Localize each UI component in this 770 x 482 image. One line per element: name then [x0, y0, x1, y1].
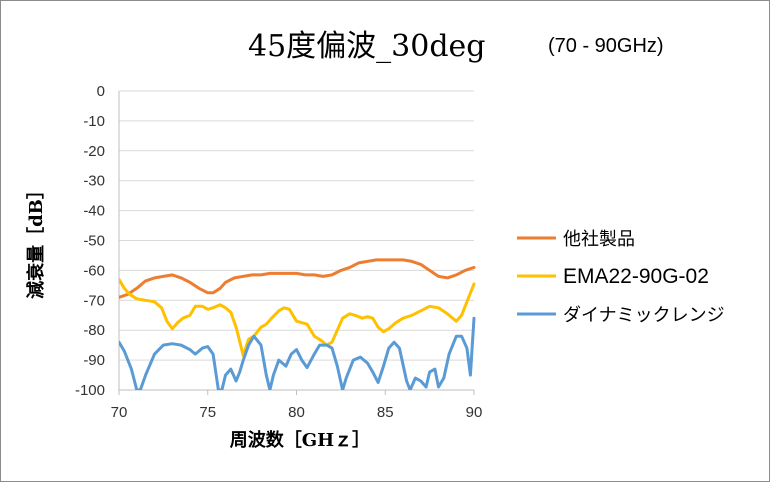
y-tick-label: -20: [83, 143, 105, 160]
y-tick-label: -30: [83, 173, 105, 190]
y-tick-label: -40: [83, 203, 105, 220]
x-tick-label: 70: [111, 404, 128, 421]
x-tick-label: 90: [466, 404, 483, 421]
y-tick-label: -10: [83, 113, 105, 130]
y-tick-label: -100: [75, 382, 105, 399]
x-tick-label: 75: [199, 404, 216, 421]
grid-lines: [119, 90, 474, 391]
chart-subtitle: (70 - 90GHz): [548, 35, 664, 57]
y-tick-label: -70: [83, 292, 105, 309]
legend-label-1: 他社製品: [563, 229, 635, 250]
axes: [118, 91, 475, 395]
legend-label-2: EMA22-90G-02: [563, 265, 709, 288]
y-axis-title: 減衰量［dB］: [25, 181, 47, 299]
series-lines: [119, 258, 476, 390]
chart-title: 45度偏波_30deg: [248, 29, 486, 64]
series-line-1: [119, 258, 476, 299]
y-tick-label: -80: [83, 322, 105, 339]
series-line-2: [119, 277, 476, 358]
series-line-3: [119, 316, 476, 390]
tick-labels: 0 -10 -20 -30 -40 -50 -60 -70 -80 -90 -100 70 75 80 85…: [75, 83, 482, 421]
x-tick-label: 85: [377, 404, 394, 421]
legend: 他社製品 EMA22-90G-02 ダイナミックレンジ: [517, 229, 725, 326]
legend-label-3: ダイナミックレンジ: [563, 305, 725, 326]
x-tick-label: 80: [288, 404, 305, 421]
x-axis-title: 周波数［GHｚ］: [230, 429, 370, 451]
y-tick-label: 0: [97, 83, 105, 100]
y-tick-label: -60: [83, 262, 105, 279]
y-tick-label: -90: [83, 352, 105, 369]
y-tick-label: -50: [83, 233, 105, 250]
